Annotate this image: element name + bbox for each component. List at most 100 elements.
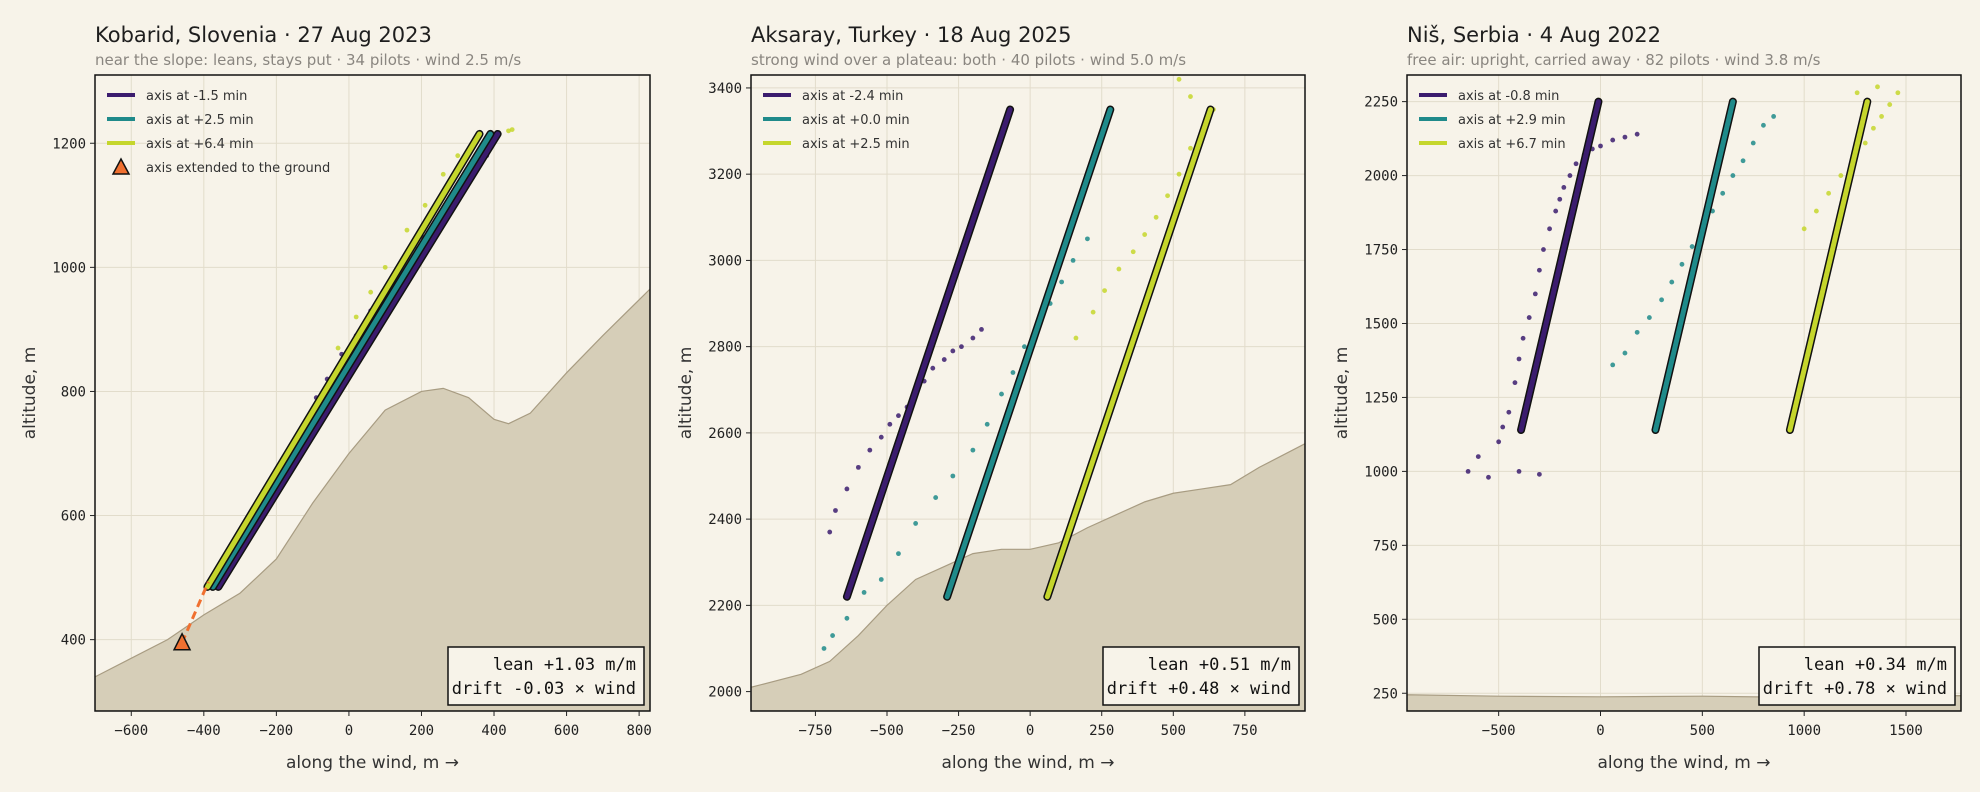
x-axis-label: along the wind, m → [941, 753, 1114, 773]
chart-title: Niš, Serbia · 4 Aug 2022 [1407, 23, 1661, 47]
data-point [1669, 279, 1675, 285]
chart-panel-2: Aksaray, Turkey · 18 Aug 2025 strong wind… [676, 23, 1306, 773]
y-axis-label: altitude, m [676, 347, 696, 440]
data-point [1116, 266, 1122, 272]
data-point [1730, 173, 1736, 178]
data-point [1659, 297, 1664, 303]
y-tick-label: 250 [1373, 686, 1398, 702]
data-point [1887, 102, 1893, 107]
y-tick-label: 1200 [52, 136, 86, 152]
drift-value: drift +0.48 × wind [1107, 679, 1291, 699]
x-tick-label: 200 [409, 723, 434, 739]
legend-entry: axis at -1.5 min [146, 89, 247, 104]
data-point [1553, 208, 1559, 214]
y-tick-label: 1750 [1364, 243, 1398, 259]
data-point [830, 633, 835, 638]
x-tick-label: 750 [1232, 723, 1257, 739]
x-tick-label: 800 [626, 723, 651, 739]
data-point [1557, 196, 1563, 202]
data-point [1188, 94, 1193, 99]
drift-value: drift -0.03 × wind [452, 679, 636, 699]
data-point [509, 127, 515, 133]
data-point [1854, 90, 1860, 96]
stats-box [1102, 646, 1300, 706]
axis-line [1044, 106, 1214, 600]
data-point [1634, 131, 1640, 137]
data-point [1720, 190, 1726, 196]
legend-entry: axis at +6.4 min [146, 137, 254, 152]
data-point [1073, 335, 1079, 341]
x-tick-label: −200 [260, 723, 294, 739]
data-point [855, 464, 861, 470]
data-point [368, 289, 374, 295]
legend-entry: axis at +0.0 min [802, 113, 910, 128]
y-tick-label: 3400 [708, 81, 742, 97]
y-tick-label: 600 [61, 509, 86, 525]
data-point [1085, 236, 1090, 242]
x-tick-label: 500 [1161, 723, 1186, 739]
data-point [1176, 171, 1182, 177]
plot-frame [750, 74, 1306, 712]
data-point [821, 646, 827, 651]
chart-title: Aksaray, Turkey · 18 Aug 2025 [751, 23, 1072, 47]
legend-entry: axis at -0.8 min [1458, 89, 1559, 104]
chart-subtitle: near the slope: leans, stays put · 34 pi… [95, 51, 521, 69]
data-point [979, 327, 984, 332]
data-point [353, 314, 359, 320]
data-point [1070, 258, 1076, 263]
data-point [1634, 329, 1640, 335]
data-point [933, 495, 939, 500]
data-point [1679, 261, 1685, 267]
y-tick-label: 1500 [1364, 316, 1398, 332]
stats-box [1758, 646, 1956, 706]
y-axis-label: altitude, m [20, 347, 40, 440]
data-point [1813, 208, 1819, 214]
axis-line [210, 131, 493, 590]
y-tick-label: 2600 [708, 426, 742, 442]
legend-entry: axis at +6.7 min [1458, 137, 1566, 152]
data-point [1520, 335, 1526, 341]
data-point [1561, 185, 1567, 190]
y-tick-label: 500 [1373, 612, 1398, 628]
data-point [844, 615, 850, 621]
data-point [1102, 288, 1107, 293]
x-tick-label: 250 [1089, 723, 1114, 739]
data-point [827, 529, 833, 535]
legend-entry: axis extended to the ground [146, 161, 330, 176]
x-tick-label: 0 [345, 723, 353, 739]
chart-panel-3: Niš, Serbia · 4 Aug 2022 free air: uprigh… [1332, 23, 1962, 773]
y-tick-label: 2000 [1364, 169, 1398, 185]
data-point [1090, 309, 1096, 315]
data-point [1875, 84, 1880, 90]
data-point [1496, 439, 1502, 445]
data-point [422, 202, 428, 208]
chart-subtitle: strong wind over a plateau: both · 40 pi… [751, 51, 1186, 69]
x-tick-label: −500 [1482, 723, 1516, 739]
data-point [896, 413, 901, 419]
data-point [1646, 315, 1652, 320]
x-axis-label: along the wind, m → [1597, 753, 1770, 773]
data-point [970, 447, 976, 453]
y-tick-label: 2250 [1364, 95, 1398, 111]
data-point [1142, 232, 1148, 237]
x-tick-label: 400 [481, 723, 506, 739]
x-tick-label: 500 [1690, 723, 1715, 739]
data-point [1567, 173, 1573, 178]
data-point [1516, 468, 1522, 474]
stats-box [447, 646, 645, 706]
y-tick-label: 400 [61, 633, 86, 649]
axis-line [1518, 99, 1601, 433]
chart-panel-1: Kobarid, Slovenia · 27 Aug 2023 near the … [20, 23, 652, 773]
data-point [1573, 161, 1579, 167]
y-tick-label: 750 [1373, 538, 1398, 554]
x-tick-label: 600 [554, 723, 579, 739]
x-tick-label: −600 [114, 723, 148, 739]
y-axis-label: altitude, m [1332, 347, 1352, 440]
data-point [959, 344, 964, 350]
data-point [930, 365, 936, 371]
data-point [1475, 454, 1481, 459]
data-point [1879, 114, 1884, 119]
lean-value: lean +0.34 m/m [1804, 655, 1947, 675]
data-point [999, 391, 1004, 397]
axis-line [944, 106, 1113, 600]
